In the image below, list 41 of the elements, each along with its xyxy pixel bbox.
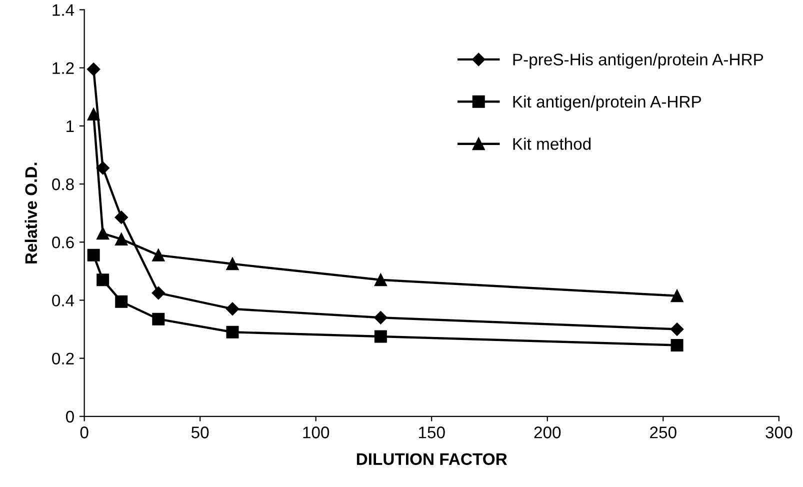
point	[670, 290, 684, 302]
point	[374, 311, 388, 324]
legend-label: P-preS-His antigen/protein A-HRP	[513, 53, 764, 69]
point	[226, 302, 240, 316]
point	[114, 210, 128, 224]
y-tick-label: 1.2	[52, 62, 74, 74]
point	[96, 161, 110, 175]
x-tick-label: 250	[650, 426, 676, 438]
point	[96, 227, 110, 240]
y-tick-label: 0.6	[52, 236, 74, 248]
x-tick-label: 100	[303, 426, 330, 438]
y-tick-label: 1	[66, 120, 74, 132]
point	[96, 274, 110, 286]
point	[226, 326, 239, 338]
point	[152, 248, 165, 262]
x-tick-label: 150	[418, 426, 445, 438]
x-axis-title: DILUTION FACTOR	[356, 453, 508, 465]
point	[670, 322, 684, 336]
legend-label: Kit antigen/protein A-HRP	[513, 95, 701, 111]
point	[87, 108, 100, 121]
point	[87, 248, 100, 262]
point	[115, 295, 128, 308]
point	[226, 258, 239, 270]
x-tick-label: 200	[534, 426, 561, 438]
y-tick-label: 0.8	[52, 178, 74, 190]
x-tick-label: 50	[191, 426, 209, 438]
y-tick-label: 0.2	[52, 352, 74, 364]
y-axis-title: Relative O.D.	[24, 162, 38, 264]
point	[152, 286, 165, 300]
point	[86, 62, 100, 76]
y-tick-label: 0.4	[52, 294, 74, 306]
point	[152, 312, 165, 326]
x-tick-label: 300	[766, 426, 792, 438]
point	[115, 232, 128, 246]
legend-label: Kit method	[513, 138, 591, 150]
point	[670, 338, 684, 352]
point	[374, 330, 387, 343]
y-tick-label: 1.4	[52, 4, 74, 16]
y-tick-label: 0	[66, 410, 74, 423]
point	[374, 274, 387, 286]
x-tick-label: 0	[80, 426, 88, 438]
